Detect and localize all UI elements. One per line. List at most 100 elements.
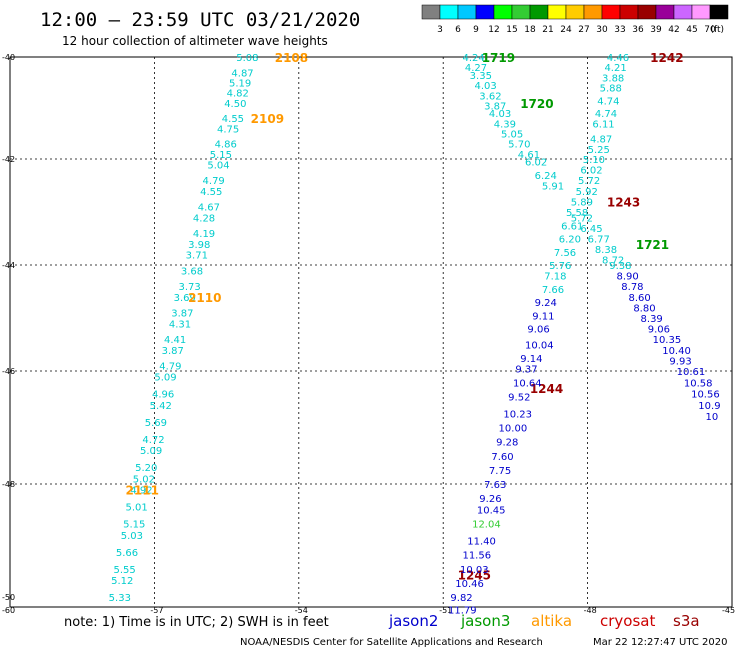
legend-swatch (493, 4, 513, 20)
wave-height-value: 6.02 (525, 158, 547, 169)
graticule: -40 -42 -44 -46 -48 -50 -60 -57 -54 -51 -48 -45 (2, 53, 735, 615)
wave-height-value: 3.88 (602, 73, 624, 84)
wave-height-value: 5.92 (576, 187, 598, 198)
wave-height-value: 9.38 (609, 261, 631, 272)
legend-swatch (583, 4, 603, 20)
map-frame (9, 56, 733, 608)
wave-height-value: 3.87 (484, 101, 506, 112)
wave-height-value: 5.15 (123, 520, 145, 531)
wave-height-value: 6.24 (535, 171, 557, 182)
wave-height-value: 4.74 (597, 96, 619, 107)
wave-height-value: 5.01 (126, 503, 148, 514)
wave-height-value: 4.03 (489, 109, 511, 120)
lon-label: -45 (722, 606, 735, 615)
satellite-name-s3a: s3a (673, 612, 700, 630)
wave-height-value: 5.72 (571, 213, 593, 224)
wave-height-value: 3.98 (188, 240, 210, 251)
wave-height-value: 9.52 (508, 392, 530, 403)
legend-swatch (565, 4, 585, 20)
wave-height-value: 10.58 (684, 378, 713, 389)
legend-tick: 36 (632, 25, 644, 35)
lon-label: -51 (439, 606, 452, 615)
wave-height-value: 4.39 (494, 119, 516, 130)
pass-time-label: 1245 (458, 568, 491, 582)
wave-height-value: 9.82 (450, 593, 472, 604)
wave-height-value: 4.67 (198, 203, 220, 214)
satellite-name-cryosat: cryosat (600, 612, 655, 630)
satellite-legend: jason2 jason3 altika cryosat s3a (388, 612, 700, 630)
legend-swatch (439, 4, 459, 20)
satellite-name-jason2: jason2 (388, 612, 438, 630)
wave-height-value: 5.91 (542, 182, 564, 193)
wave-height-value: 9.06 (648, 325, 670, 336)
wave-height-value: 7.66 (542, 285, 564, 296)
satellite-tracks: 5.084.875.194.824.504.554.754.865.155.04… (109, 51, 721, 617)
pass-time-label: 1244 (530, 382, 563, 396)
legend-tick: 42 (668, 25, 679, 35)
wave-height-value: 5.04 (207, 160, 229, 171)
wave-height-value: 5.89 (571, 197, 593, 208)
pass-time-label: 1720 (520, 97, 553, 111)
wave-height-value: 10.9 (698, 401, 720, 412)
wave-height-value: 9.24 (535, 298, 557, 309)
legend-swatch (421, 4, 441, 20)
wave-height-value: 9.26 (479, 494, 501, 505)
wave-height-value: 5.55 (113, 565, 135, 576)
wave-height-value: 3.35 (470, 71, 492, 82)
wave-height-value: 4.21 (604, 63, 626, 74)
wave-height-value: 9.11 (532, 311, 554, 322)
page-title: 12:00 – 23:59 UTC 03/21/2020 (40, 9, 360, 31)
wave-height-value: 4.74 (595, 109, 617, 120)
legend-tick: 24 (560, 25, 572, 35)
wave-height-value: 4.31 (169, 319, 191, 330)
page-subtitle: 12 hour collection of altimeter wave hei… (62, 34, 328, 48)
wave-height-value: 4.46 (607, 53, 629, 64)
wave-height-value: 5.88 (600, 84, 622, 95)
legend-swatch (475, 4, 495, 20)
wave-height-value: 4.79 (159, 362, 181, 373)
wave-height-value: 9.37 (515, 364, 537, 375)
lat-label: -42 (2, 155, 15, 164)
wave-height-value: 9.93 (669, 356, 691, 367)
wave-height-value: 8.60 (629, 293, 651, 304)
wave-height-value: 8.72 (602, 256, 624, 267)
legend-tick: 12 (488, 25, 499, 35)
wave-height-value: 3.62 (479, 91, 501, 102)
footer-credit: NOAA/NESDIS Center for Satellite Applica… (240, 637, 543, 648)
wave-height-value: 6.20 (559, 235, 581, 246)
wave-height-value: 4.87 (231, 68, 253, 79)
wave-height-value: 6.77 (588, 235, 610, 246)
wave-height-value: 5.02 (133, 474, 155, 485)
wave-height-value: 4.96 (152, 390, 174, 401)
satellite-name-altika: altika (531, 612, 572, 630)
wave-height-value: 6.61 (561, 221, 583, 232)
wave-height-value: 9.28 (496, 438, 518, 449)
lat-label: -46 (2, 367, 15, 376)
lat-label: -44 (2, 261, 15, 270)
legend-tick: 39 (650, 25, 662, 35)
legend-tick: 21 (542, 25, 553, 35)
wave-height-legend: 3 6 9 12 15 18 21 24 27 30 33 36 39 42 45 70(ft) (421, 4, 729, 35)
wave-height-value: 5.09 (154, 373, 176, 384)
wave-height-value: 11.56 (462, 551, 491, 562)
legend-swatch (511, 4, 531, 20)
wave-height-value: 8.39 (641, 314, 663, 325)
legend-unit: (ft) (710, 25, 724, 35)
wave-height-value: 5.69 (145, 418, 167, 429)
wave-height-value: 5.58 (566, 208, 588, 219)
legend-swatch (709, 4, 729, 20)
wave-height-value: 6.45 (580, 224, 602, 235)
legend-tick: 33 (614, 25, 625, 35)
wave-height-value: 4.19 (193, 229, 215, 240)
pass-time-label: 1243 (607, 195, 640, 209)
wave-height-value: 7.60 (491, 452, 513, 463)
legend-swatch (547, 4, 567, 20)
footer-timestamp: Mar 22 12:27:47 UTC 2020 (593, 637, 728, 648)
wave-height-value: 5.19 (229, 79, 251, 90)
wave-height-value: 5.25 (588, 145, 610, 156)
wave-height-value: 3.87 (162, 346, 184, 357)
legend-swatch (673, 4, 693, 20)
legend-swatch (529, 4, 549, 20)
wave-height-value: 5.66 (116, 548, 138, 559)
